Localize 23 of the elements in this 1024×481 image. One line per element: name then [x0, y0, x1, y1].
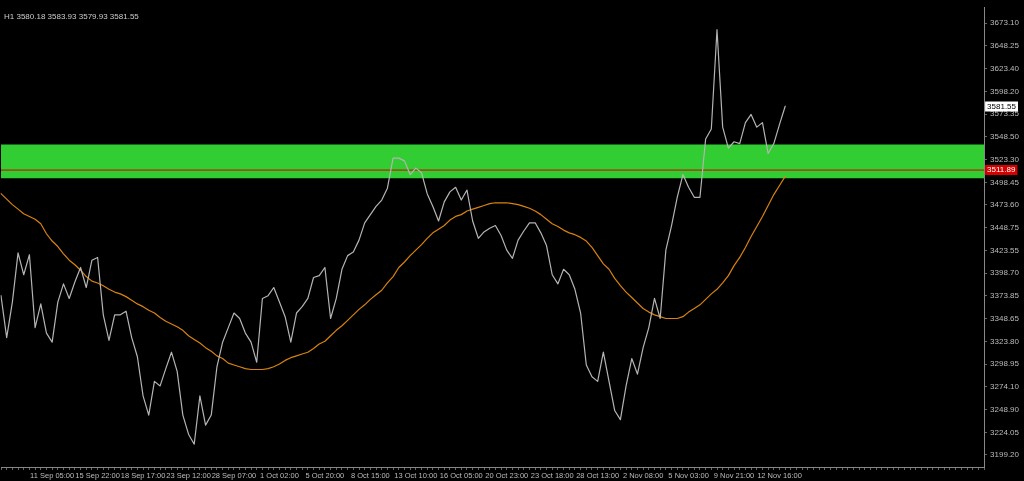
ref-line-label: 3511.89 — [987, 165, 1016, 175]
y-tick-label: 3348.65 — [990, 314, 1020, 324]
y-tick-label: 3323.80 — [990, 336, 1020, 346]
annotation: 3581.55 — [987, 101, 1017, 111]
y-tick-label: 3423.55 — [990, 245, 1020, 255]
y-tick-label: 3398.70 — [990, 268, 1020, 278]
y-tick-label: 3224.05 — [990, 427, 1020, 437]
text: H1 3580.18 3583.93 3579.93 3581.55 — [4, 12, 140, 21]
y-tick-label: 3199.20 — [990, 450, 1020, 460]
y-tick-label: 3298.95 — [990, 359, 1020, 369]
y-tick-label: 3448.75 — [990, 222, 1020, 232]
y-tick-label: 3548.50 — [990, 131, 1020, 141]
y-tick-label: 3623.40 — [990, 63, 1020, 73]
y-tick-label: 3648.25 — [990, 41, 1020, 51]
y-tick-label: 3573.35 — [990, 109, 1020, 119]
y-tick-label: 3248.90 — [990, 404, 1020, 414]
y-tick-label: 3473.60 — [990, 200, 1020, 210]
y-tick-label: 3523.30 — [990, 154, 1020, 164]
y-tick-label: 3673.10 — [990, 18, 1020, 28]
y-tick-label: 3498.45 — [990, 177, 1020, 187]
y-tick-label: 3598.20 — [990, 86, 1020, 96]
y-tick-label: 3274.10 — [990, 381, 1020, 391]
y-tick-label: 3373.85 — [990, 291, 1020, 301]
